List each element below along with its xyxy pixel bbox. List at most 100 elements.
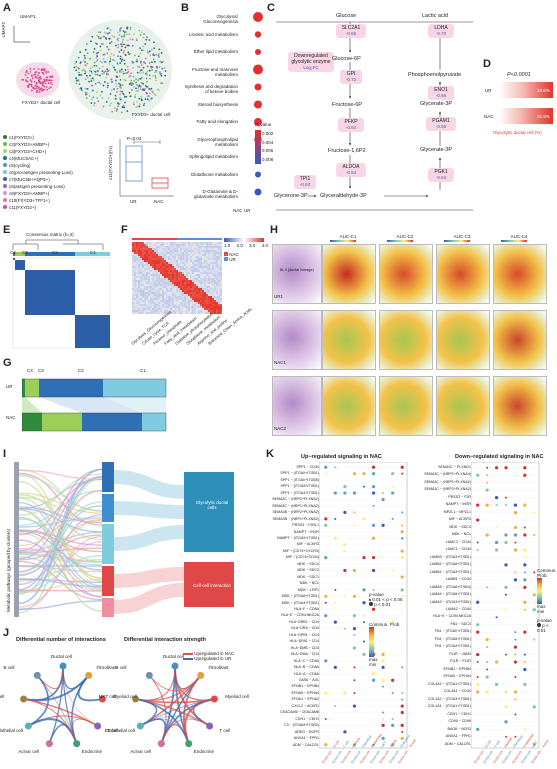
legend-item: c5(cycling)	[3, 162, 103, 169]
boxplot-group-nac: NAC	[154, 199, 164, 204]
panel-b: Glycolysis/ Gluconeogenesis Linoleic acid…	[180, 0, 273, 222]
pathway-label: Glutathione metabolism	[190, 171, 238, 177]
lr-dot	[532, 742, 536, 746]
umap-point	[21, 78, 24, 81]
lr-pair-label: LAMA3 − (ITGA3+ITGB1)	[429, 599, 471, 604]
he-annotation: Bi-4 (ductal lineage)	[280, 268, 314, 272]
umap-point	[142, 104, 145, 107]
umap-point	[137, 79, 139, 82]
panel-label-g: G	[3, 357, 12, 369]
umap-point	[49, 81, 52, 84]
umap-point	[133, 33, 135, 36]
umap-point	[138, 97, 141, 100]
lr-dot	[382, 711, 385, 714]
umap-point	[103, 53, 106, 56]
umap-point	[77, 56, 80, 59]
umap-point	[132, 101, 135, 104]
umap-point	[84, 70, 86, 72]
i-group-2: Cell-cell interaction	[192, 583, 231, 588]
d-caption: Glycolytic ductal cell (%)	[493, 130, 542, 135]
he-stain-tile	[272, 244, 322, 304]
lr-pair-label: LAMB3 − (ITGA3+ITGB1)	[429, 554, 471, 559]
umap-point	[119, 30, 122, 33]
umap-point	[101, 61, 103, 64]
e-cluster-c4: C4	[10, 250, 16, 255]
umap-point	[159, 71, 161, 73]
met-fructose-6p: Fructose-6P	[332, 102, 362, 108]
lr-dot	[391, 485, 394, 488]
lr-dot	[400, 704, 404, 708]
boxplot-pvalue: P=0.03	[127, 136, 142, 141]
e-title: Consensus matrix (k=4)	[26, 232, 74, 237]
umap-point	[130, 72, 133, 75]
umap-point	[42, 73, 45, 75]
lr-dot	[504, 540, 508, 545]
lr-dot	[494, 496, 499, 500]
umap-point	[136, 71, 139, 74]
j-network-count	[20, 662, 106, 748]
j-node-label: Endocrine	[81, 749, 103, 755]
pathway-label: Linoleic acid metabolism	[188, 31, 238, 37]
lr-dot	[381, 723, 385, 728]
umap-points	[21, 26, 167, 114]
lr-dot	[401, 524, 404, 527]
umap-point	[37, 74, 39, 77]
panel-g: UR NAC C4 C3 C2 C1	[0, 357, 270, 445]
umap-point	[97, 70, 99, 72]
sankey-flow	[18, 468, 103, 552]
umap-point	[114, 69, 117, 72]
lr-pair-label: CDH1 − CDH1	[295, 716, 319, 721]
auc-colorbar	[330, 240, 356, 242]
umap-point	[124, 69, 127, 71]
lr-dot	[362, 601, 366, 605]
lr-dot	[362, 555, 366, 560]
lr-dot	[513, 690, 518, 694]
legend-item: c2(FXYD3+AMBP+)	[3, 141, 103, 148]
sankey-flow	[18, 477, 103, 614]
umap-point	[113, 54, 115, 57]
umap-point	[81, 69, 84, 72]
umap-point	[38, 91, 41, 93]
lr-dot	[400, 555, 404, 560]
umap-point	[35, 83, 38, 86]
umap-point	[151, 69, 154, 71]
pathway-dot	[254, 31, 262, 38]
lr-dot	[504, 563, 508, 567]
umap-point	[38, 76, 41, 79]
lr-dot	[514, 638, 517, 641]
lr-dot	[514, 676, 517, 678]
umap-point	[26, 76, 29, 79]
lr-dot	[372, 743, 375, 746]
umap-point	[42, 84, 44, 87]
d-row-ur-label: UR	[485, 88, 492, 93]
sankey-flow	[18, 539, 103, 598]
b-legend-ticks: 0.002 0.004 0.006 0.008	[262, 130, 273, 164]
met-glycerate-3p-a: Glycerate-3P	[420, 101, 453, 107]
lr-dot	[485, 638, 489, 642]
lr-dot	[382, 685, 385, 688]
cell-type-node	[157, 740, 165, 748]
umap-point	[84, 78, 87, 81]
lr-dot	[353, 692, 356, 695]
umap-point	[75, 65, 78, 68]
umap-point	[37, 72, 40, 75]
lr-dot	[371, 472, 376, 476]
umap-point	[29, 67, 32, 70]
met-glycerate-3p-b: Glycerate-3P	[420, 147, 453, 153]
umap-point	[121, 58, 124, 61]
umap-point	[105, 37, 107, 39]
lr-pair-label: HLA−E − CD94:NKG2A	[433, 614, 471, 619]
lr-dot	[400, 736, 404, 740]
j-node-label: Acinar cell	[18, 749, 39, 755]
umap-point	[119, 27, 122, 30]
umap-point	[140, 81, 143, 84]
lr-pair-label: LAMB1 − (ITGA3+ITGB1)	[429, 569, 471, 574]
umap-point	[130, 84, 133, 86]
umap-point	[111, 110, 114, 113]
umap-point	[34, 73, 37, 76]
lr-dot	[523, 630, 527, 634]
umap-point	[128, 53, 131, 55]
lr-dot	[324, 743, 328, 747]
umap-point	[133, 79, 136, 82]
umap-point	[103, 81, 106, 83]
